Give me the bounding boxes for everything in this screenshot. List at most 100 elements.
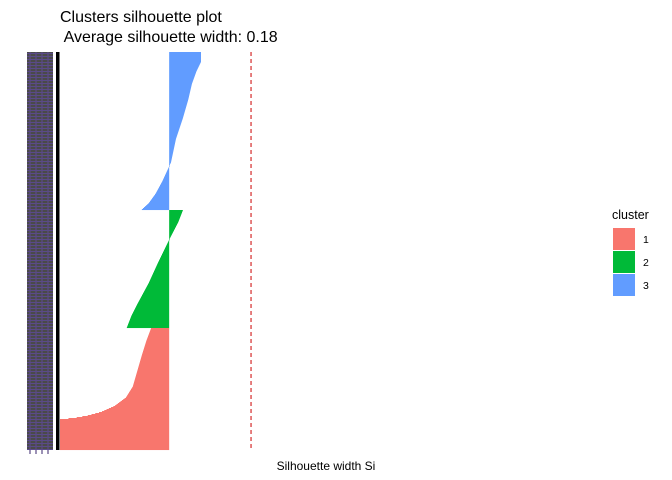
silhouette-bar <box>169 144 175 145</box>
silhouette-bar <box>130 320 170 321</box>
silhouette-bar <box>141 296 169 297</box>
silhouette-bar <box>60 419 169 420</box>
silhouette-bar <box>142 295 169 296</box>
silhouette-bar <box>88 415 169 416</box>
silhouette-bar <box>169 152 173 153</box>
legend-label-2: 2 <box>643 257 649 269</box>
silhouette-bar <box>60 449 169 450</box>
silhouette-bar <box>169 226 176 227</box>
silhouette-bar <box>143 352 169 353</box>
silhouette-bar <box>169 90 190 91</box>
silhouette-bar <box>169 234 172 235</box>
silhouette-bar <box>60 425 169 426</box>
silhouette-bar <box>169 56 201 57</box>
silhouette-bar <box>133 385 169 386</box>
silhouette-bar <box>60 434 169 435</box>
silhouette-bar <box>169 157 172 158</box>
silhouette-bar <box>130 319 169 320</box>
silhouette-bar <box>60 428 169 429</box>
silhouette-bar <box>149 333 169 334</box>
silhouette-bar <box>140 361 169 362</box>
silhouette-bar <box>169 221 178 222</box>
silhouette-bar <box>169 225 176 226</box>
silhouette-bar <box>128 394 169 395</box>
silhouette-bar <box>138 302 169 303</box>
silhouette-bar <box>146 205 169 206</box>
silhouette-bar <box>166 173 169 174</box>
cluster-2-bars <box>127 210 183 328</box>
silhouette-bar <box>169 70 197 71</box>
silhouette-bar <box>163 251 169 252</box>
y-axis-tick-marks <box>27 52 53 454</box>
silhouette-bar <box>169 127 180 128</box>
silhouette-bar <box>156 192 169 193</box>
silhouette-bar <box>147 285 169 286</box>
silhouette-bar <box>136 375 169 376</box>
legend-swatch-2 <box>613 251 635 273</box>
silhouette-bar <box>150 330 169 331</box>
silhouette-bar <box>169 58 201 59</box>
silhouette-bar <box>138 367 169 368</box>
silhouette-bar <box>169 215 181 216</box>
silhouette-bar <box>145 345 169 346</box>
silhouette-bar <box>169 128 179 129</box>
silhouette-bar <box>139 365 169 366</box>
silhouette-bar <box>144 347 169 348</box>
silhouette-bar <box>60 423 169 424</box>
silhouette-bar <box>167 171 169 172</box>
silhouette-bar <box>115 405 169 406</box>
legend: cluster 1 2 3 <box>612 208 649 296</box>
silhouette-bar <box>151 328 169 329</box>
silhouette-bar <box>169 140 175 141</box>
silhouette-bar <box>60 446 169 447</box>
silhouette-bar <box>169 71 196 72</box>
silhouette-bar <box>136 306 169 307</box>
silhouette-bar <box>125 398 170 399</box>
silhouette-bar <box>128 323 169 324</box>
silhouette-bar <box>147 204 169 205</box>
silhouette-bar <box>169 88 191 89</box>
silhouette-bar <box>148 284 169 285</box>
silhouette-bar <box>169 55 201 56</box>
silhouette-bar <box>146 288 169 289</box>
silhouette-bar <box>60 445 169 446</box>
silhouette-bar <box>143 350 169 351</box>
silhouette-bar <box>150 279 169 280</box>
chart-subtitle: Average silhouette width: 0.18 <box>60 29 278 46</box>
silhouette-bar <box>60 433 169 434</box>
silhouette-bar <box>148 203 169 204</box>
silhouette-bar <box>133 384 169 385</box>
silhouette-bar <box>169 134 177 135</box>
silhouette-bar <box>169 133 178 134</box>
silhouette-bar <box>169 137 176 138</box>
silhouette-bar <box>154 195 169 196</box>
silhouette-bar <box>169 222 178 223</box>
silhouette-bar <box>136 307 170 308</box>
silhouette-bar <box>149 334 169 335</box>
legend-label-3: 3 <box>643 280 649 292</box>
silhouette-bar <box>169 156 172 157</box>
silhouette-bar <box>165 175 169 176</box>
silhouette-bar <box>169 67 198 68</box>
silhouette-bar <box>169 117 183 118</box>
silhouette-bar <box>157 191 169 192</box>
silhouette-bar <box>169 112 184 113</box>
silhouette-bar <box>139 300 169 301</box>
silhouette-bar <box>169 131 178 132</box>
x-axis-label: Silhouette width Si <box>277 459 376 473</box>
silhouette-bar <box>135 377 169 378</box>
silhouette-bar <box>169 165 170 166</box>
silhouette-bar <box>167 244 169 245</box>
silhouette-bar <box>169 212 182 213</box>
silhouette-bar <box>169 220 179 221</box>
silhouette-bar <box>134 381 169 382</box>
silhouette-bar <box>169 166 170 167</box>
silhouette-bar <box>169 59 201 60</box>
silhouette-bar <box>137 373 170 374</box>
silhouette-bar <box>168 169 169 170</box>
silhouette-bar <box>152 198 169 199</box>
silhouette-bar <box>169 106 186 107</box>
silhouette-bar <box>149 332 169 333</box>
cluster-1-bars <box>60 328 169 450</box>
silhouette-bar <box>107 409 170 410</box>
